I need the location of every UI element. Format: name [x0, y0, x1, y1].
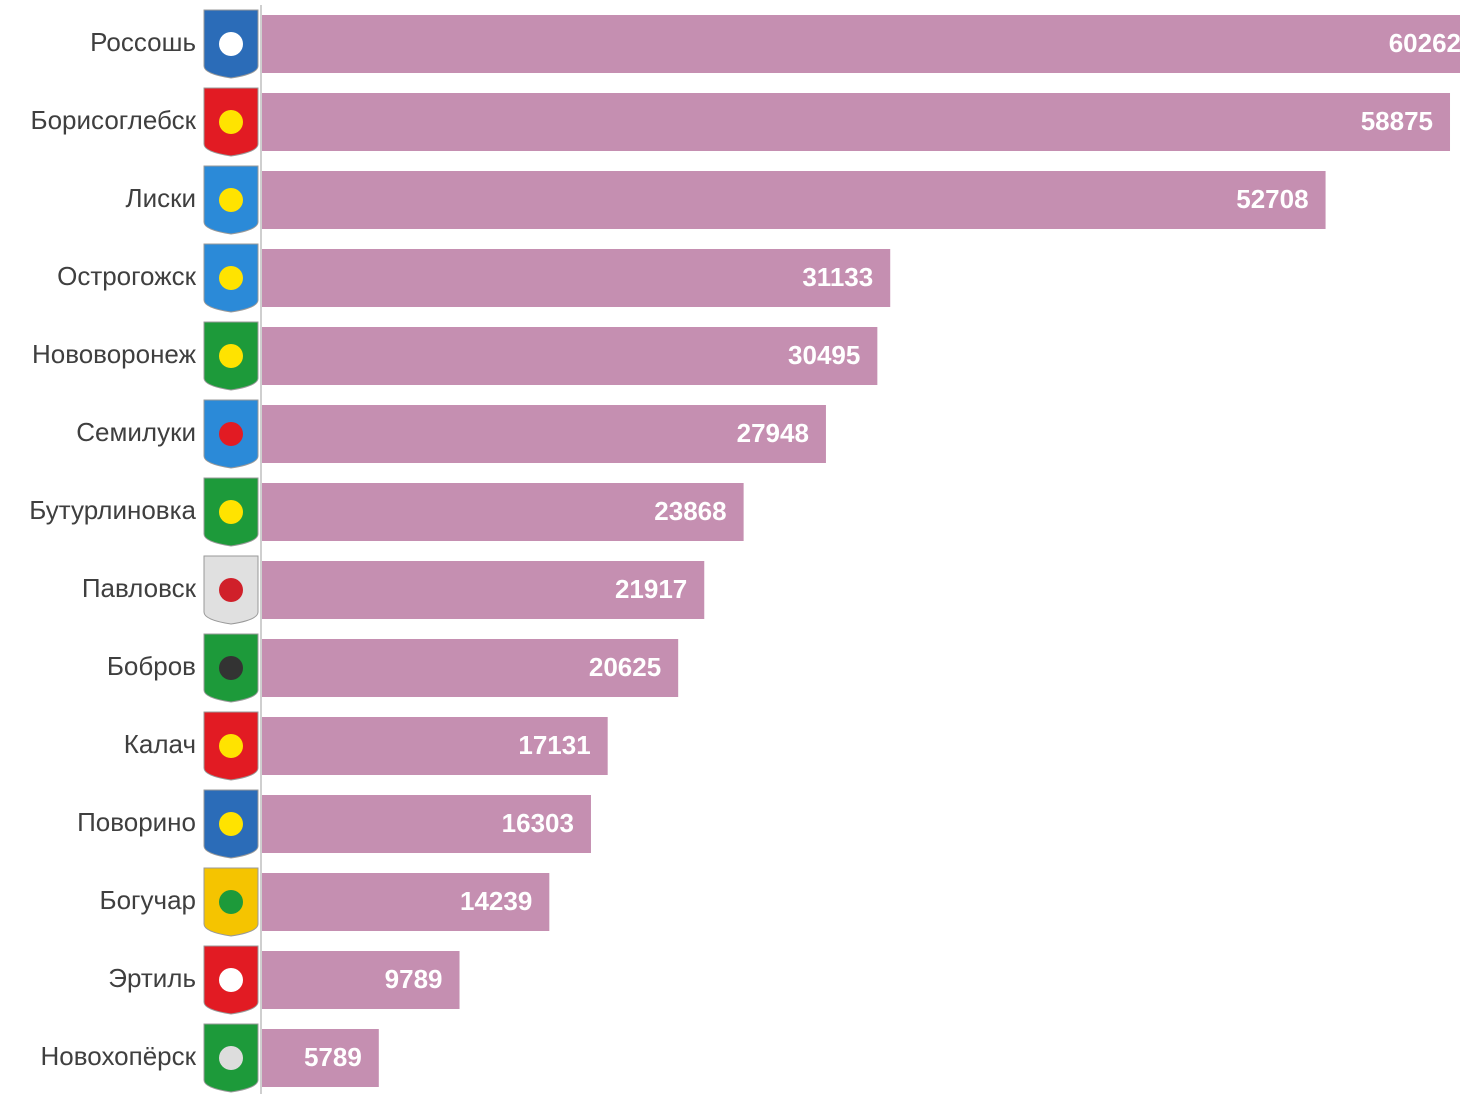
- emblem-detail: [219, 734, 243, 758]
- category-label: Россошь: [90, 27, 196, 57]
- emblem-detail: [219, 656, 243, 680]
- value-label: 58875: [1361, 106, 1433, 136]
- emblem-detail: [219, 578, 243, 602]
- bar: [262, 249, 890, 307]
- bar: [262, 171, 1326, 229]
- value-label: 60262: [1389, 28, 1460, 58]
- category-label: Борисоглебск: [31, 105, 197, 135]
- category-label: Новохопёрск: [41, 1041, 197, 1071]
- value-label: 5789: [304, 1042, 362, 1072]
- value-label: 30495: [788, 340, 860, 370]
- emblem-detail: [219, 422, 243, 446]
- emblem-detail: [219, 1046, 243, 1070]
- category-label: Нововоронеж: [32, 339, 197, 369]
- emblem-detail: [219, 110, 243, 134]
- value-label: 23868: [654, 496, 726, 526]
- bar: [262, 93, 1450, 151]
- category-label: Поворино: [77, 807, 196, 837]
- bar: [262, 15, 1460, 73]
- value-label: 27948: [737, 418, 809, 448]
- emblem-detail: [219, 968, 243, 992]
- category-label: Острогожск: [57, 261, 197, 291]
- category-label: Богучар: [100, 885, 196, 915]
- emblem-detail: [219, 812, 243, 836]
- category-label: Калач: [124, 729, 196, 759]
- category-label: Семилуки: [76, 417, 196, 447]
- emblem-detail: [219, 890, 243, 914]
- value-label: 9789: [385, 964, 443, 994]
- value-label: 52708: [1236, 184, 1308, 214]
- value-label: 31133: [802, 262, 873, 292]
- emblem-detail: [219, 500, 243, 524]
- value-label: 14239: [460, 886, 532, 916]
- category-label: Павловск: [82, 573, 197, 603]
- category-label: Бобров: [107, 651, 196, 681]
- category-label: Эртиль: [108, 963, 196, 993]
- emblems: [204, 10, 258, 1092]
- value-label: 17131: [518, 730, 590, 760]
- value-label: 20625: [589, 652, 661, 682]
- chart: Россошь 60262 Борисоглебск 58875 Лиски 52708 О…: [0, 0, 1460, 1094]
- value-label: 21917: [615, 574, 687, 604]
- category-label: Лиски: [126, 183, 196, 213]
- emblem-detail: [219, 344, 243, 368]
- emblem-detail: [219, 266, 243, 290]
- value-label: 16303: [502, 808, 574, 838]
- category-label: Бутурлиновка: [29, 495, 196, 525]
- emblem-detail: [219, 32, 243, 56]
- emblem-detail: [219, 188, 243, 212]
- bar: [262, 327, 877, 385]
